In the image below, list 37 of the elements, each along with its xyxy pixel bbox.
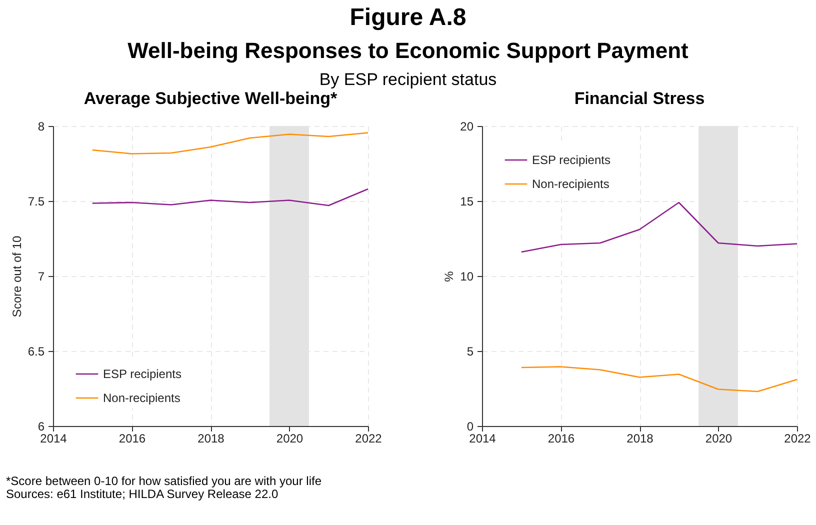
y-tick-label: 20 <box>460 120 474 134</box>
x-tick-label: 2022 <box>784 432 812 446</box>
line-series <box>92 188 369 206</box>
chart-title: Financial Stress <box>574 89 705 108</box>
y-tick-label: 6 <box>38 420 45 434</box>
line-series <box>92 132 369 154</box>
text: Well-being Responses to Economic Support Payment <box>126 38 690 64</box>
text: Figure A.8 <box>348 4 468 32</box>
y-tick-label: 6.5 <box>28 344 45 358</box>
line-series <box>520 366 798 392</box>
y-tick-label: 15 <box>460 194 474 208</box>
x-tick-label: 2016 <box>118 432 146 446</box>
chart-title: Average Subjective Well-being* <box>84 89 338 108</box>
line-series <box>520 202 798 253</box>
x-tick-label: 2022 <box>355 432 382 446</box>
y-tick-label: 10 <box>460 270 474 284</box>
y-tick-label: 0 <box>466 420 474 434</box>
legend-label: ESP recipients <box>532 153 610 167</box>
x-tick-label: 2014 <box>469 432 496 446</box>
y-tick-label: 8 <box>38 120 45 134</box>
y-tick-label: 7.5 <box>28 194 45 208</box>
x-tick-label: 2018 <box>626 432 654 446</box>
text: *Score between 0-10 for how satisfied you are with your life <box>6 474 322 488</box>
x-tick-label: 2020 <box>705 432 732 446</box>
y-tick-label: 7 <box>38 270 45 284</box>
source-note: Sources: e61 Institute; HILDA Survey Release 22.0 <box>6 487 280 501</box>
x-tick-label: 2020 <box>276 432 304 446</box>
legend-label: Non-recipients <box>532 177 610 191</box>
x-tick-label: 2014 <box>40 432 68 446</box>
text: By ESP recipient status <box>318 70 498 90</box>
x-tick-label: 2016 <box>548 432 575 446</box>
y-axis-title: Score out of 10 <box>10 235 24 318</box>
y-tick-label: 5 <box>466 344 474 358</box>
legend-label: ESP recipients <box>103 367 182 381</box>
legend-label: Non-recipients <box>103 391 180 405</box>
y-axis-title: % <box>442 270 456 282</box>
x-tick-label: 2018 <box>198 432 225 446</box>
